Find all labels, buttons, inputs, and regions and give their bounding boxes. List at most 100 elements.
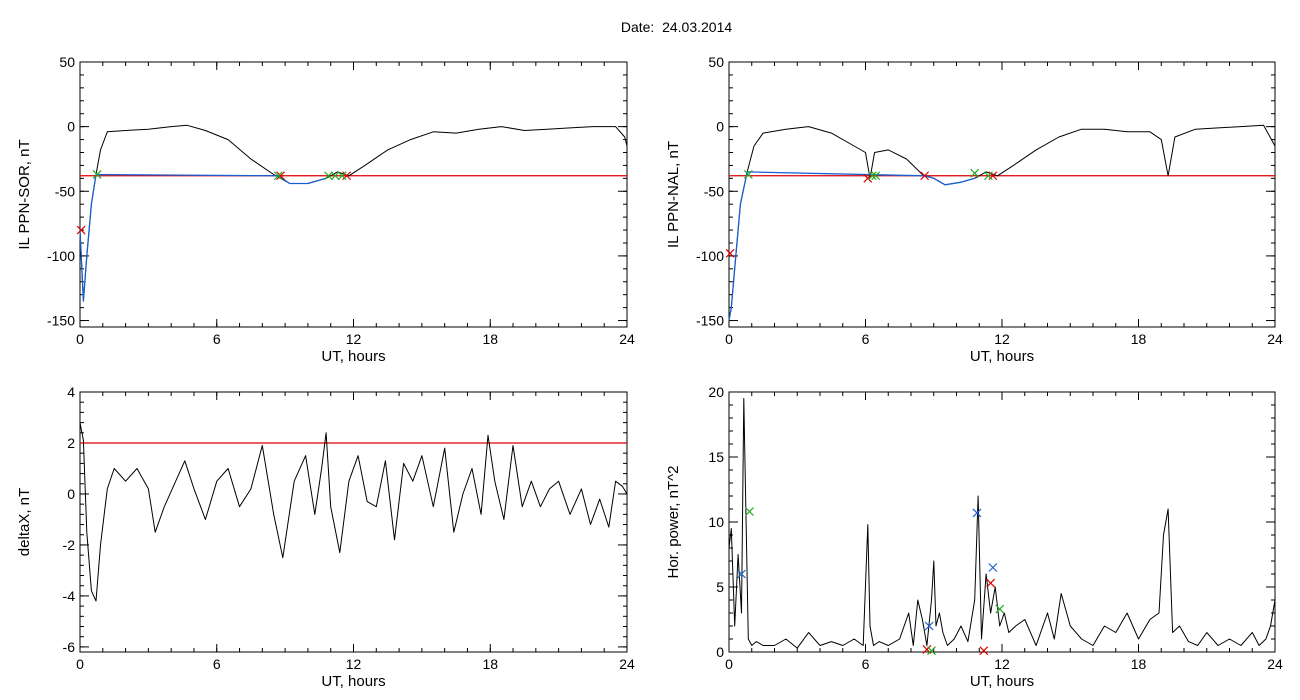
x-tick-label: 24 <box>619 331 635 347</box>
marker-stroke <box>324 171 333 181</box>
x-tick-label: 12 <box>994 656 1010 672</box>
y-axis-label: Hor. power, nT^2 <box>665 466 682 579</box>
red-marker <box>920 171 930 181</box>
x-axis-label: UT, hours <box>321 348 385 365</box>
green-marker <box>927 646 936 656</box>
y-tick-label: 0 <box>716 644 724 660</box>
blue-marker <box>737 569 746 579</box>
plot-frame <box>728 391 1276 653</box>
panel-4: 0 6 12 18 24 0 5 10 15 20 UT, hours Hor. power, nT^… <box>665 384 1283 690</box>
green-marker <box>871 171 881 181</box>
x-tick-label: 18 <box>482 331 498 347</box>
blue-marker <box>988 563 998 572</box>
highlight-segment-line <box>728 171 975 321</box>
y-tick-label: -100 <box>47 248 75 264</box>
y-axis-label: IL PPN-NAL, nT <box>665 141 682 248</box>
green-marker <box>983 171 993 181</box>
marker-stroke <box>330 171 340 181</box>
figure-title: Date: 24.03.2014 <box>620 19 733 35</box>
marker-stroke <box>863 173 873 183</box>
plot-frame <box>728 61 1276 328</box>
x-tick-label: 24 <box>1267 656 1283 672</box>
red-marker <box>76 225 86 235</box>
data-series-line <box>79 422 628 602</box>
green-marker <box>970 168 980 178</box>
y-tick-label: -4 <box>63 588 76 604</box>
marker-stroke <box>337 171 347 181</box>
green-marker <box>867 171 877 181</box>
y-axis-label: IL PPN-SOR, nT <box>16 139 33 249</box>
data-series-line <box>728 124 1276 321</box>
marker-stroke <box>743 170 753 179</box>
x-axis-label: UT, hours <box>970 348 1034 365</box>
y-tick-label: -150 <box>696 313 724 329</box>
x-tick-label: 18 <box>1131 331 1147 347</box>
y-axis-label: deltaX, nT <box>16 488 33 556</box>
marker-stroke <box>871 171 881 181</box>
x-tick-label: 24 <box>619 656 635 672</box>
marker-stroke <box>979 646 989 656</box>
green-marker <box>337 171 347 181</box>
y-tick-label: 0 <box>67 119 75 135</box>
green-marker <box>745 507 754 517</box>
red-marker <box>276 171 285 181</box>
x-tick-label: 6 <box>213 331 221 347</box>
green-marker <box>324 171 333 181</box>
marker-stroke <box>924 621 934 631</box>
x-tick-label: 0 <box>725 331 733 347</box>
x-tick-label: 0 <box>725 656 733 672</box>
x-tick-label: 24 <box>1267 331 1283 347</box>
y-tick-label: 20 <box>708 384 724 400</box>
y-tick-label: -100 <box>696 248 724 264</box>
x-tick-label: 0 <box>76 331 84 347</box>
highlight-segment-line <box>79 173 327 302</box>
x-tick-label: 18 <box>482 656 498 672</box>
x-tick-label: 18 <box>1131 656 1147 672</box>
y-tick-label: 10 <box>708 514 724 530</box>
plot-frame <box>79 391 628 653</box>
green-marker <box>743 170 753 179</box>
marker-stroke <box>920 171 930 181</box>
marker-stroke <box>273 171 283 181</box>
x-tick-label: 12 <box>346 331 362 347</box>
x-tick-label: 0 <box>76 656 84 672</box>
y-tick-label: -150 <box>47 313 75 329</box>
marker-stroke <box>927 646 936 656</box>
x-tick-label: 12 <box>994 331 1010 347</box>
red-marker <box>979 646 989 656</box>
marker-stroke <box>922 644 932 654</box>
green-marker <box>995 604 1005 614</box>
y-tick-label: -50 <box>55 183 75 199</box>
y-tick-label: -50 <box>704 183 724 199</box>
marker-stroke <box>725 248 735 258</box>
y-tick-label: 50 <box>59 54 75 70</box>
marker-stroke <box>972 508 982 518</box>
data-series-line <box>728 398 1276 649</box>
x-axis-label: UT, hours <box>321 673 385 690</box>
x-tick-label: 6 <box>862 656 870 672</box>
x-axis-label: UT, hours <box>970 673 1034 690</box>
marker-stroke <box>986 578 996 588</box>
x-tick-label: 6 <box>213 656 221 672</box>
panel-2: 0 6 12 18 24 -150 -100 -50 0 50 UT, hours IL PPN-NA… <box>665 54 1283 365</box>
marker-stroke <box>867 171 877 181</box>
red-marker <box>725 248 735 258</box>
red-marker <box>863 173 873 183</box>
marker-stroke <box>92 170 102 179</box>
marker-stroke <box>76 225 86 235</box>
x-tick-label: 6 <box>862 331 870 347</box>
blue-marker <box>924 621 934 631</box>
x-tick-label: 12 <box>346 656 362 672</box>
marker-stroke <box>737 569 746 579</box>
marker-stroke <box>995 604 1005 614</box>
marker-stroke <box>276 171 285 181</box>
marker-stroke <box>983 171 993 181</box>
y-tick-label: -6 <box>63 639 76 655</box>
marker-stroke <box>745 507 754 517</box>
data-series-line <box>79 124 628 302</box>
marker-stroke <box>988 563 998 572</box>
y-tick-label: 5 <box>716 579 724 595</box>
green-marker <box>330 171 340 181</box>
